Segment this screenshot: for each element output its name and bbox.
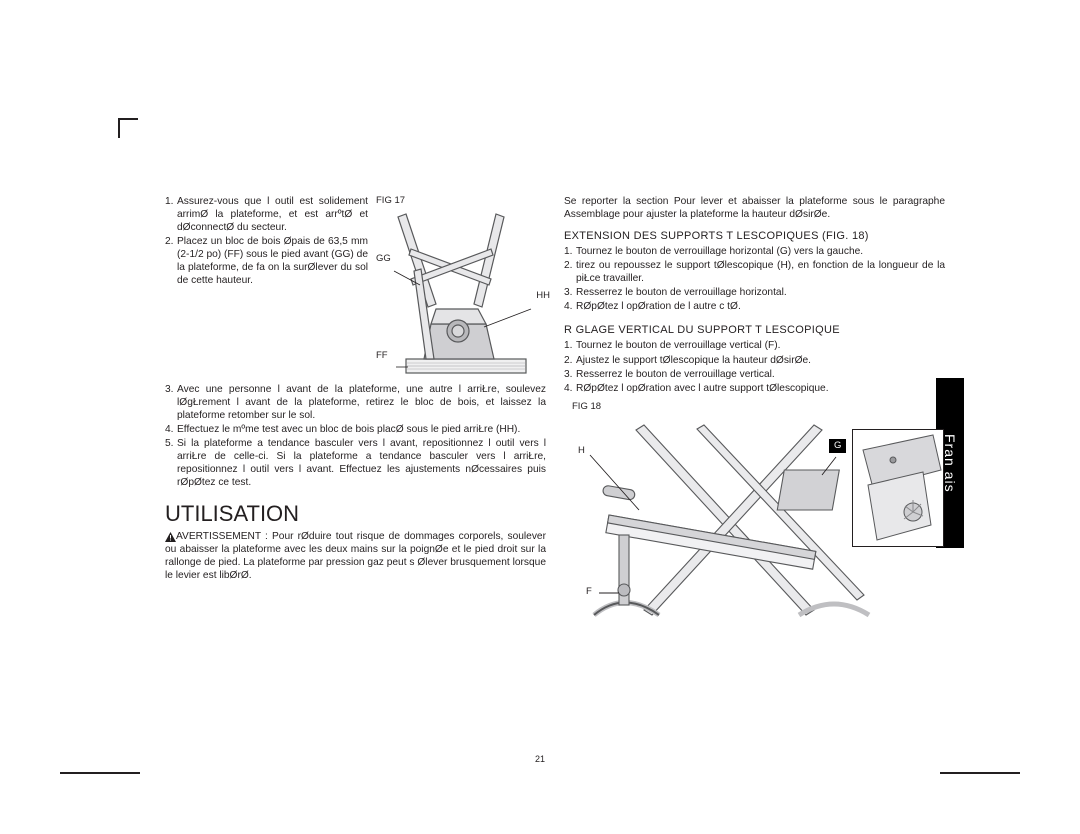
subsection-title: R GLAGE VERTICAL DU SUPPORT T LESCOPIQUE [564, 323, 945, 337]
list-item: 3.Resserrez le bouton de verrouillage ve… [576, 368, 945, 381]
list-item: 1.Assurez-vous que l outil est solidemen… [177, 195, 368, 234]
figure-label: FIG 18 [572, 401, 945, 413]
list-item: 1.Tournez le bouton de verrouillage vert… [576, 339, 945, 352]
page-number: 21 [535, 754, 545, 764]
list-item: 2.tirez ou repoussez le support tØlescop… [576, 259, 945, 285]
callout-gg: GG [376, 253, 391, 265]
figure-18-inset [852, 429, 944, 547]
left-column: 1.Assurez-vous que l outil est solidemen… [165, 195, 546, 639]
list-item: 4.RØpØtez l opØration avec l autre suppo… [576, 382, 945, 395]
figure-17: FIG 17 [376, 195, 546, 379]
crop-mark [940, 754, 1020, 774]
warning-text: AVERTISSEMENT : Pour rØduire tout risque… [165, 530, 546, 582]
list-item: 2.Ajustez le support tØlescopique la hau… [576, 354, 945, 367]
section-heading: UTILISATION [165, 500, 546, 528]
callout-g: G [829, 439, 846, 453]
figure-17-svg [376, 209, 546, 379]
callout-ff: FF [376, 350, 388, 362]
list-item: 4.RØpØtez l opØration de l autre c tØ. [576, 300, 945, 313]
figure-label: FIG 17 [376, 195, 546, 207]
crop-mark [60, 754, 140, 774]
figure-18: FIG 18 [564, 401, 945, 639]
list-item: 4.Effectuez le mºme test avec un bloc de… [177, 423, 546, 436]
callout-h: H [578, 445, 585, 457]
list-item: 5.Si la plateforme a tendance basculer v… [177, 437, 546, 489]
list-item: 3.Resserrez le bouton de verrouillage ho… [576, 286, 945, 299]
right-column: Se reporter la section Pour lever et aba… [564, 195, 945, 639]
list-item: 1.Tournez le bouton de verrouillage hori… [576, 245, 945, 258]
subsection-title: EXTENSION DES SUPPORTS T LESCOPIQUES (FI… [564, 229, 945, 243]
list-item: 2.Placez un bloc de bois Øpais de 63,5 m… [177, 235, 368, 287]
list-item: 3.Avec une personne l avant de la platef… [177, 383, 546, 422]
page-content: 1.Assurez-vous que l outil est solidemen… [165, 195, 945, 639]
intro-text: Se reporter la section Pour lever et aba… [564, 195, 945, 221]
callout-f: F [586, 586, 592, 598]
crop-mark [118, 118, 138, 138]
callout-hh: HH [536, 290, 550, 302]
warning-icon [165, 532, 176, 542]
